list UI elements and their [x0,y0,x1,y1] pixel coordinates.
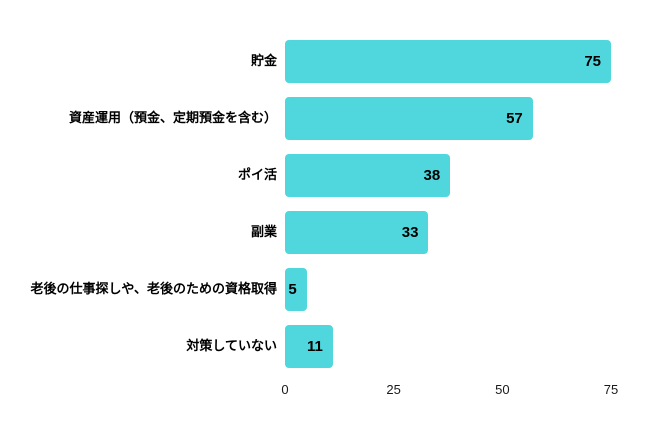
category-label: 資産運用（預金、定期預金を含む） [68,110,277,126]
x-axis: 0 25 50 75 [281,382,618,404]
value-label: 75 [584,53,601,70]
bar-track: 38 [285,154,611,197]
x-tick-label: 0 [281,382,289,397]
bar-row: 貯金 75 [0,40,650,83]
value-label: 57 [506,110,523,127]
bar-row: 老後の仕事探しや、老後のための資格取得 5 [0,268,650,311]
value-label: 33 [401,224,419,241]
bar: 33 [285,211,429,254]
x-tick-label: 50 [495,382,510,397]
category-label: 副業 [250,224,277,240]
category-label: 対策していない [186,338,277,354]
category-label: 貯金 [250,53,277,69]
chart-rows: 貯金 75 資産運用（預金、定期預金を含む） 57 ポイ活 38 副業 33 老後の仕事探しや、… [0,40,650,368]
bar-row: 資産運用（預金、定期預金を含む） 57 [0,97,650,140]
bar: 5 [285,268,307,311]
bar: 75 [285,40,611,83]
bar-row: 副業 33 [0,211,650,254]
bar-track: 11 [285,325,611,368]
bar-row: ポイ活 38 [0,154,650,197]
bar-track: 57 [285,97,611,140]
bar: 38 [285,154,451,197]
x-tick-label: 75 [603,382,619,397]
bar-track: 75 [285,40,611,83]
value-label: 38 [423,167,441,184]
value-label: 5 [288,281,297,298]
bar-track: 33 [285,211,611,254]
bar: 11 [285,325,333,368]
bar-row: 対策していない 11 [0,325,650,368]
bar: 57 [285,97,533,140]
bar-track: 5 [285,268,611,311]
category-label: 老後の仕事探しや、老後のための資格取得 [30,281,277,297]
category-label: ポイ活 [237,167,277,183]
x-tick-label: 25 [386,382,401,397]
value-label: 11 [306,338,323,355]
